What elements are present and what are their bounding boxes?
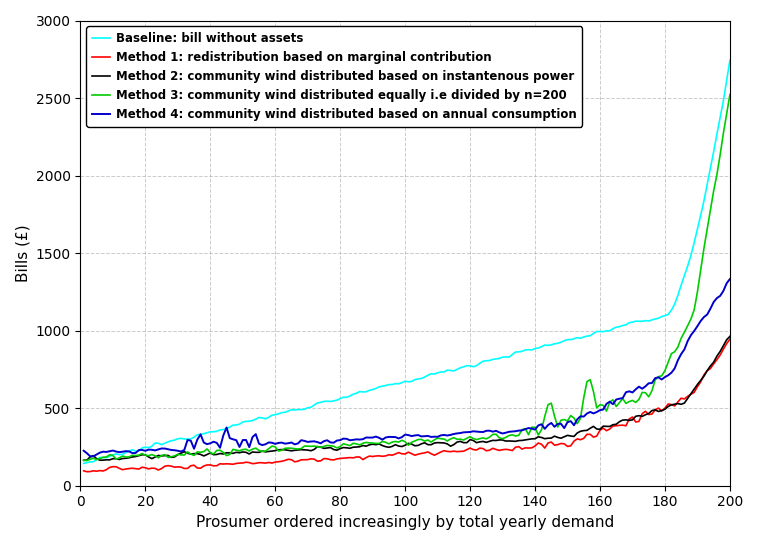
Method 4: community wind distributed based on annual consumption: (184, 810): community wind distributed based on annu…: [673, 357, 682, 364]
Method 4: community wind distributed based on annual consumption: (4, 190): community wind distributed based on annu…: [89, 453, 98, 459]
Method 2: community wind distributed based on instantenous power: (38, 192): community wind distributed based on inst…: [199, 453, 208, 459]
Line: Method 2: community wind distributed based on instantenous power: Method 2: community wind distributed bas…: [83, 336, 730, 460]
Method 1: redistribution based on marginal contribution: (39, 134): redistribution based on marginal contrib…: [202, 462, 211, 468]
Method 1: redistribution based on marginal contribution: (200, 945): redistribution based on marginal contrib…: [725, 336, 735, 342]
Method 3: community wind distributed equally i.e divided by n=200: (191, 1.39e+03): community wind distributed equally i.e d…: [696, 267, 705, 274]
X-axis label: Prosumer ordered increasingly by total yearly demand: Prosumer ordered increasingly by total y…: [196, 515, 614, 530]
Baseline: bill without assets: (183, 1.17e+03): bill without assets: (183, 1.17e+03): [670, 301, 679, 307]
Method 1: redistribution based on marginal contribution: (10, 123): redistribution based on marginal contrib…: [108, 463, 117, 470]
Line: Method 1: redistribution based on marginal contribution: Method 1: redistribution based on margin…: [83, 339, 730, 472]
Method 4: community wind distributed based on annual consumption: (200, 1.33e+03): community wind distributed based on annu…: [725, 276, 735, 282]
Method 3: community wind distributed equally i.e divided by n=200: (39, 237): community wind distributed equally i.e d…: [202, 446, 211, 452]
Method 1: redistribution based on marginal contribution: (55, 149): redistribution based on marginal contrib…: [255, 459, 264, 466]
Line: Method 3: community wind distributed equally i.e divided by n=200: Method 3: community wind distributed equ…: [83, 95, 730, 461]
Method 2: community wind distributed based on instantenous power: (200, 963): community wind distributed based on inst…: [725, 333, 735, 340]
Baseline: bill without assets: (1, 144): bill without assets: (1, 144): [79, 460, 88, 467]
Method 1: redistribution based on marginal contribution: (184, 541): redistribution based on marginal contrib…: [673, 398, 682, 405]
Method 4: community wind distributed based on annual consumption: (39, 268): community wind distributed based on annu…: [202, 441, 211, 447]
Method 4: community wind distributed based on annual consumption: (1, 226): community wind distributed based on annu…: [79, 447, 88, 454]
Method 2: community wind distributed based on instantenous power: (9, 167): community wind distributed based on inst…: [105, 457, 114, 463]
Method 3: community wind distributed equally i.e divided by n=200: (184, 895): community wind distributed equally i.e d…: [673, 344, 682, 350]
Method 1: redistribution based on marginal contribution: (14, 108): redistribution based on marginal contrib…: [121, 466, 130, 473]
Baseline: bill without assets: (200, 2.74e+03): bill without assets: (200, 2.74e+03): [725, 57, 735, 64]
Baseline: bill without assets: (190, 1.65e+03): bill without assets: (190, 1.65e+03): [693, 226, 702, 233]
Method 4: community wind distributed based on annual consumption: (191, 1.06e+03): community wind distributed based on annu…: [696, 318, 705, 324]
Method 4: community wind distributed based on annual consumption: (55, 271): community wind distributed based on annu…: [255, 440, 264, 447]
Method 1: redistribution based on marginal contribution: (191, 669): redistribution based on marginal contrib…: [696, 379, 705, 385]
Method 3: community wind distributed equally i.e divided by n=200: (55, 227): community wind distributed equally i.e d…: [255, 447, 264, 454]
Method 4: community wind distributed based on annual consumption: (10, 227): community wind distributed based on annu…: [108, 447, 117, 454]
Baseline: bill without assets: (38, 335): bill without assets: (38, 335): [199, 431, 208, 437]
Method 3: community wind distributed equally i.e divided by n=200: (14, 185): community wind distributed equally i.e d…: [121, 454, 130, 461]
Method 2: community wind distributed based on instantenous power: (13, 175): community wind distributed based on inst…: [118, 455, 127, 462]
Method 1: redistribution based on marginal contribution: (2, 90.3): redistribution based on marginal contrib…: [83, 469, 92, 475]
Line: Baseline: bill without assets: Baseline: bill without assets: [83, 60, 730, 463]
Method 1: redistribution based on marginal contribution: (1, 96.3): redistribution based on marginal contrib…: [79, 468, 88, 474]
Method 3: community wind distributed equally i.e divided by n=200: (1, 163): community wind distributed equally i.e d…: [79, 457, 88, 464]
Method 4: community wind distributed based on annual consumption: (14, 223): community wind distributed based on annu…: [121, 448, 130, 455]
Method 2: community wind distributed based on instantenous power: (54, 215): community wind distributed based on inst…: [251, 449, 260, 456]
Method 3: community wind distributed equally i.e divided by n=200: (2, 163): community wind distributed equally i.e d…: [83, 457, 92, 464]
Baseline: bill without assets: (13, 203): bill without assets: (13, 203): [118, 451, 127, 458]
Y-axis label: Bills (£): Bills (£): [15, 225, 30, 282]
Line: Method 4: community wind distributed based on annual consumption: Method 4: community wind distributed bas…: [83, 279, 730, 456]
Method 3: community wind distributed equally i.e divided by n=200: (10, 195): community wind distributed equally i.e d…: [108, 452, 117, 459]
Legend: Baseline: bill without assets, Method 1: redistribution based on marginal contri: Baseline: bill without assets, Method 1:…: [86, 26, 582, 127]
Method 2: community wind distributed based on instantenous power: (190, 652): community wind distributed based on inst…: [693, 382, 702, 388]
Method 2: community wind distributed based on instantenous power: (183, 525): community wind distributed based on inst…: [670, 401, 679, 408]
Method 3: community wind distributed equally i.e divided by n=200: (200, 2.52e+03): community wind distributed equally i.e d…: [725, 92, 735, 98]
Method 2: community wind distributed based on instantenous power: (1, 164): community wind distributed based on inst…: [79, 457, 88, 463]
Baseline: bill without assets: (9, 190): bill without assets: (9, 190): [105, 453, 114, 459]
Baseline: bill without assets: (54, 429): bill without assets: (54, 429): [251, 416, 260, 422]
